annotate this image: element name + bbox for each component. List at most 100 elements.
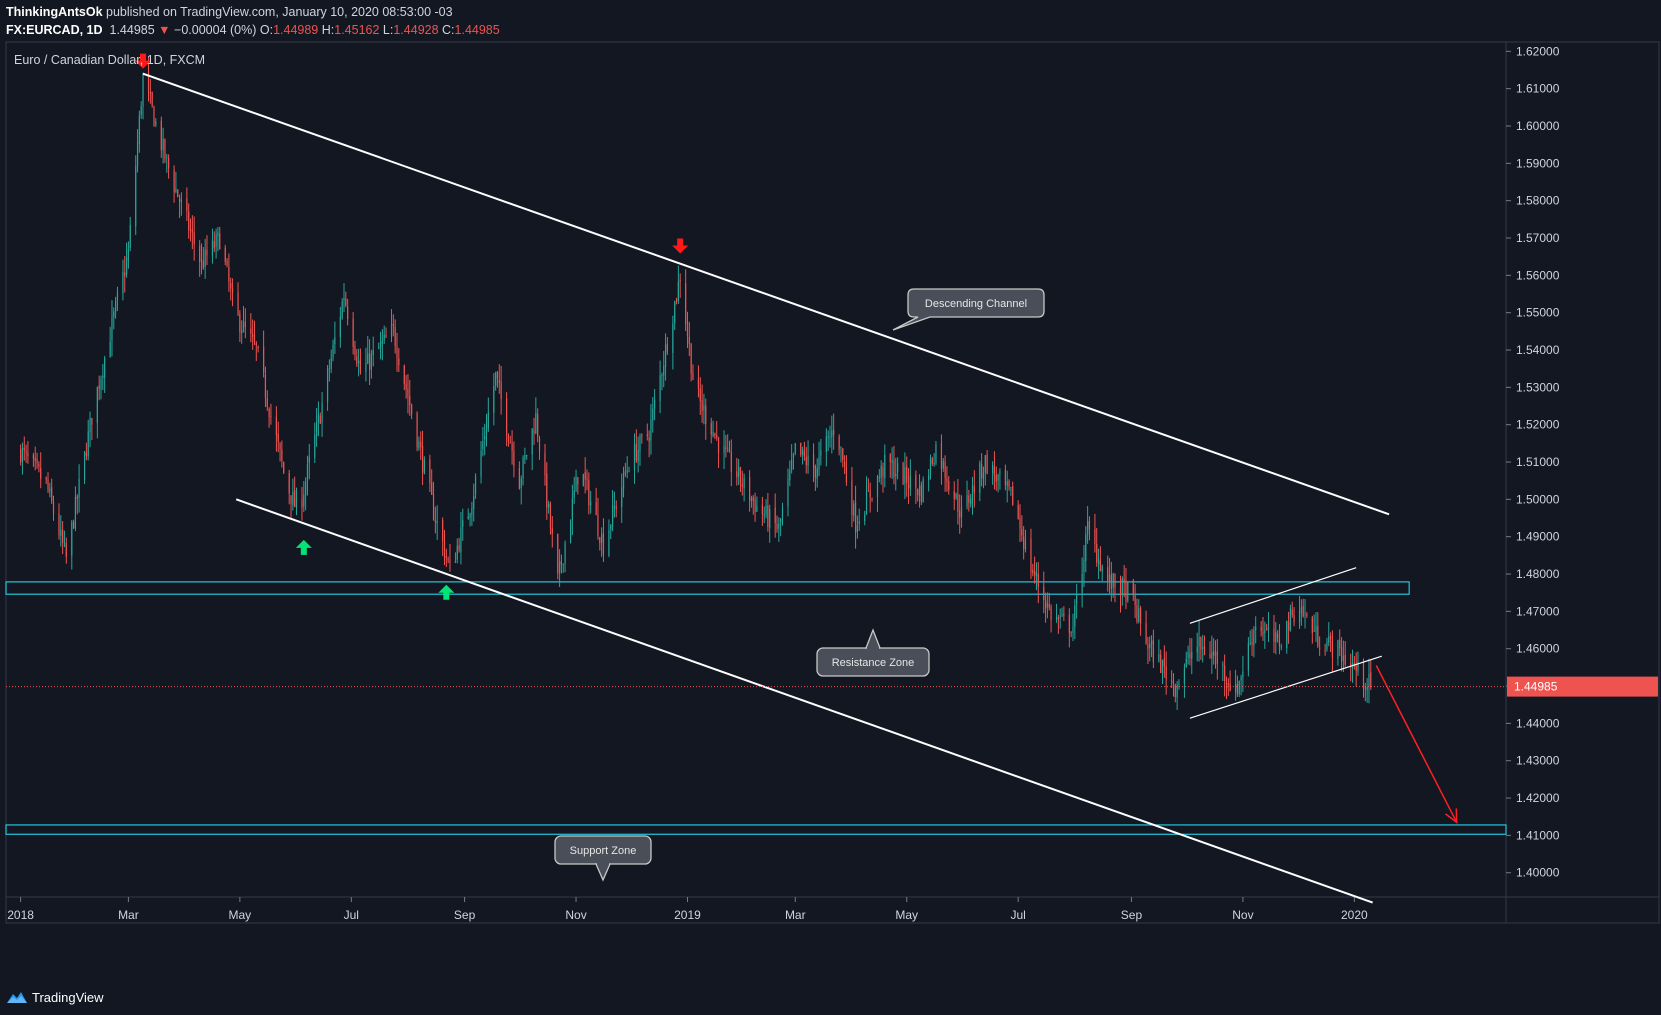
candle bbox=[716, 421, 718, 441]
candle-body bbox=[624, 472, 626, 474]
candle-body bbox=[429, 459, 431, 484]
candle bbox=[1114, 573, 1116, 603]
candle bbox=[792, 452, 795, 470]
candle-body bbox=[83, 451, 86, 480]
candle bbox=[358, 348, 360, 377]
candle bbox=[1139, 605, 1142, 636]
candle bbox=[1311, 615, 1313, 644]
candle-body bbox=[882, 467, 884, 477]
candle bbox=[653, 388, 656, 421]
candle-body bbox=[1174, 684, 1176, 698]
candle bbox=[569, 519, 572, 544]
candle-body bbox=[1240, 677, 1242, 681]
candle bbox=[761, 496, 763, 527]
candle-body bbox=[487, 412, 489, 429]
candle bbox=[431, 469, 433, 496]
candle-body bbox=[71, 521, 73, 556]
candle bbox=[347, 298, 349, 326]
x-tick-label: Jul bbox=[1011, 908, 1026, 922]
candle-body bbox=[1034, 571, 1036, 576]
author-name[interactable]: ThinkingAntsOk bbox=[6, 5, 103, 19]
candle bbox=[1291, 601, 1293, 618]
candle bbox=[929, 454, 932, 480]
candle bbox=[789, 460, 791, 487]
candle-body bbox=[456, 545, 458, 560]
candle-body bbox=[1191, 651, 1193, 659]
candle bbox=[405, 375, 407, 399]
candle bbox=[1074, 599, 1076, 640]
candle bbox=[1187, 645, 1189, 665]
candle-body bbox=[569, 521, 572, 544]
candle bbox=[1087, 506, 1089, 544]
candle bbox=[946, 466, 948, 492]
candle bbox=[800, 442, 802, 457]
candle bbox=[818, 441, 820, 477]
candle bbox=[743, 473, 745, 502]
candle bbox=[151, 91, 153, 108]
candle bbox=[546, 462, 548, 520]
candle-body bbox=[1176, 685, 1178, 698]
candle bbox=[1264, 621, 1266, 649]
candle bbox=[1300, 599, 1302, 626]
candle-body bbox=[966, 494, 968, 507]
candle-body bbox=[151, 92, 153, 106]
candle bbox=[537, 408, 539, 443]
candle bbox=[1313, 614, 1315, 632]
candle-body bbox=[1110, 574, 1112, 589]
candle-body bbox=[531, 428, 533, 455]
candle bbox=[1275, 621, 1277, 655]
candle bbox=[825, 428, 827, 467]
candle-body bbox=[1251, 641, 1253, 644]
candle-body bbox=[1357, 661, 1359, 672]
candle bbox=[1222, 661, 1224, 681]
chart-legend-title: Euro / Canadian Dollar, 1D, FXCM bbox=[14, 53, 205, 67]
candle-body bbox=[845, 467, 848, 483]
support-zone-label-pointer bbox=[595, 863, 611, 882]
candle-body bbox=[867, 490, 869, 492]
candle bbox=[1057, 614, 1059, 634]
candle bbox=[513, 441, 515, 478]
candle bbox=[920, 481, 922, 505]
candle bbox=[511, 430, 513, 465]
candle-body bbox=[1236, 684, 1239, 695]
candle-body bbox=[1178, 683, 1180, 685]
candle-body bbox=[880, 465, 882, 478]
candle bbox=[763, 506, 765, 524]
candle-body bbox=[948, 481, 950, 491]
candle bbox=[1010, 486, 1012, 496]
candle-body bbox=[1161, 659, 1164, 674]
price-change: −0.00004 (0%) bbox=[174, 23, 257, 37]
y-tick-label: 1.58000 bbox=[1516, 194, 1560, 208]
candle bbox=[968, 489, 970, 512]
candle bbox=[1185, 651, 1187, 668]
candle-body bbox=[506, 398, 508, 435]
candle bbox=[458, 537, 460, 553]
candle-body bbox=[1139, 607, 1142, 624]
candle bbox=[1289, 604, 1292, 632]
candle bbox=[460, 512, 462, 565]
candle-body bbox=[1021, 529, 1023, 536]
candle-body bbox=[1264, 630, 1266, 633]
candle-body bbox=[378, 347, 380, 349]
candle-body bbox=[149, 91, 151, 94]
candle bbox=[787, 468, 789, 517]
candle bbox=[89, 411, 91, 448]
candle-body bbox=[255, 343, 257, 346]
candle-body bbox=[177, 189, 179, 198]
candle bbox=[1132, 578, 1134, 601]
candle bbox=[1273, 614, 1275, 654]
candle-body bbox=[739, 467, 742, 484]
candle bbox=[303, 481, 305, 512]
candle bbox=[1214, 640, 1217, 669]
candle-body bbox=[306, 464, 309, 481]
candle bbox=[739, 466, 742, 493]
candle-body bbox=[507, 434, 510, 442]
candle-body bbox=[1353, 662, 1355, 665]
candle bbox=[1315, 612, 1317, 642]
candle-body bbox=[1340, 647, 1343, 662]
candle bbox=[1108, 557, 1111, 595]
candle-body bbox=[385, 334, 387, 338]
candle-body bbox=[135, 166, 137, 227]
candle-body bbox=[710, 423, 712, 435]
